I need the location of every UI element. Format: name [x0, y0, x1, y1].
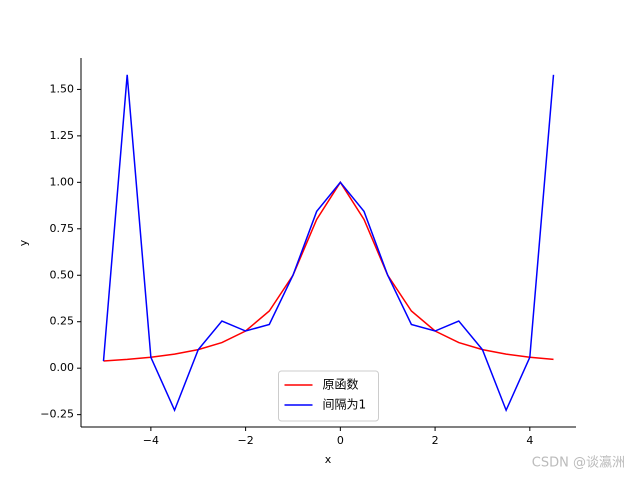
legend-box [278, 370, 379, 422]
series-line [103, 180, 554, 362]
y-tick-label: 1.25 [50, 129, 75, 142]
x-tick-label: 2 [432, 434, 439, 447]
x-tick-label: −2 [237, 434, 253, 447]
y-tick-label: 0.25 [50, 315, 75, 328]
y-tick-label: 0.00 [50, 361, 75, 374]
x-tick-label: −4 [143, 434, 159, 447]
y-tick-label: 0.50 [50, 268, 75, 281]
x-axis-label: x [325, 453, 332, 466]
x-tick-label: 0 [337, 434, 344, 447]
y-tick-label: −0.25 [40, 408, 74, 421]
x-tick-label: 4 [526, 434, 533, 447]
legend-label: 间隔为1 [323, 398, 367, 412]
y-tick-label: 0.75 [50, 222, 75, 235]
legend-label: 原函数 [323, 377, 359, 392]
y-tick-label: 1.50 [50, 82, 75, 95]
y-tick-label: 1.00 [50, 175, 75, 188]
series-line [102, 74, 555, 413]
watermark: CSDN @谈瀛洲 [532, 455, 625, 471]
y-axis-label: y [17, 239, 30, 246]
